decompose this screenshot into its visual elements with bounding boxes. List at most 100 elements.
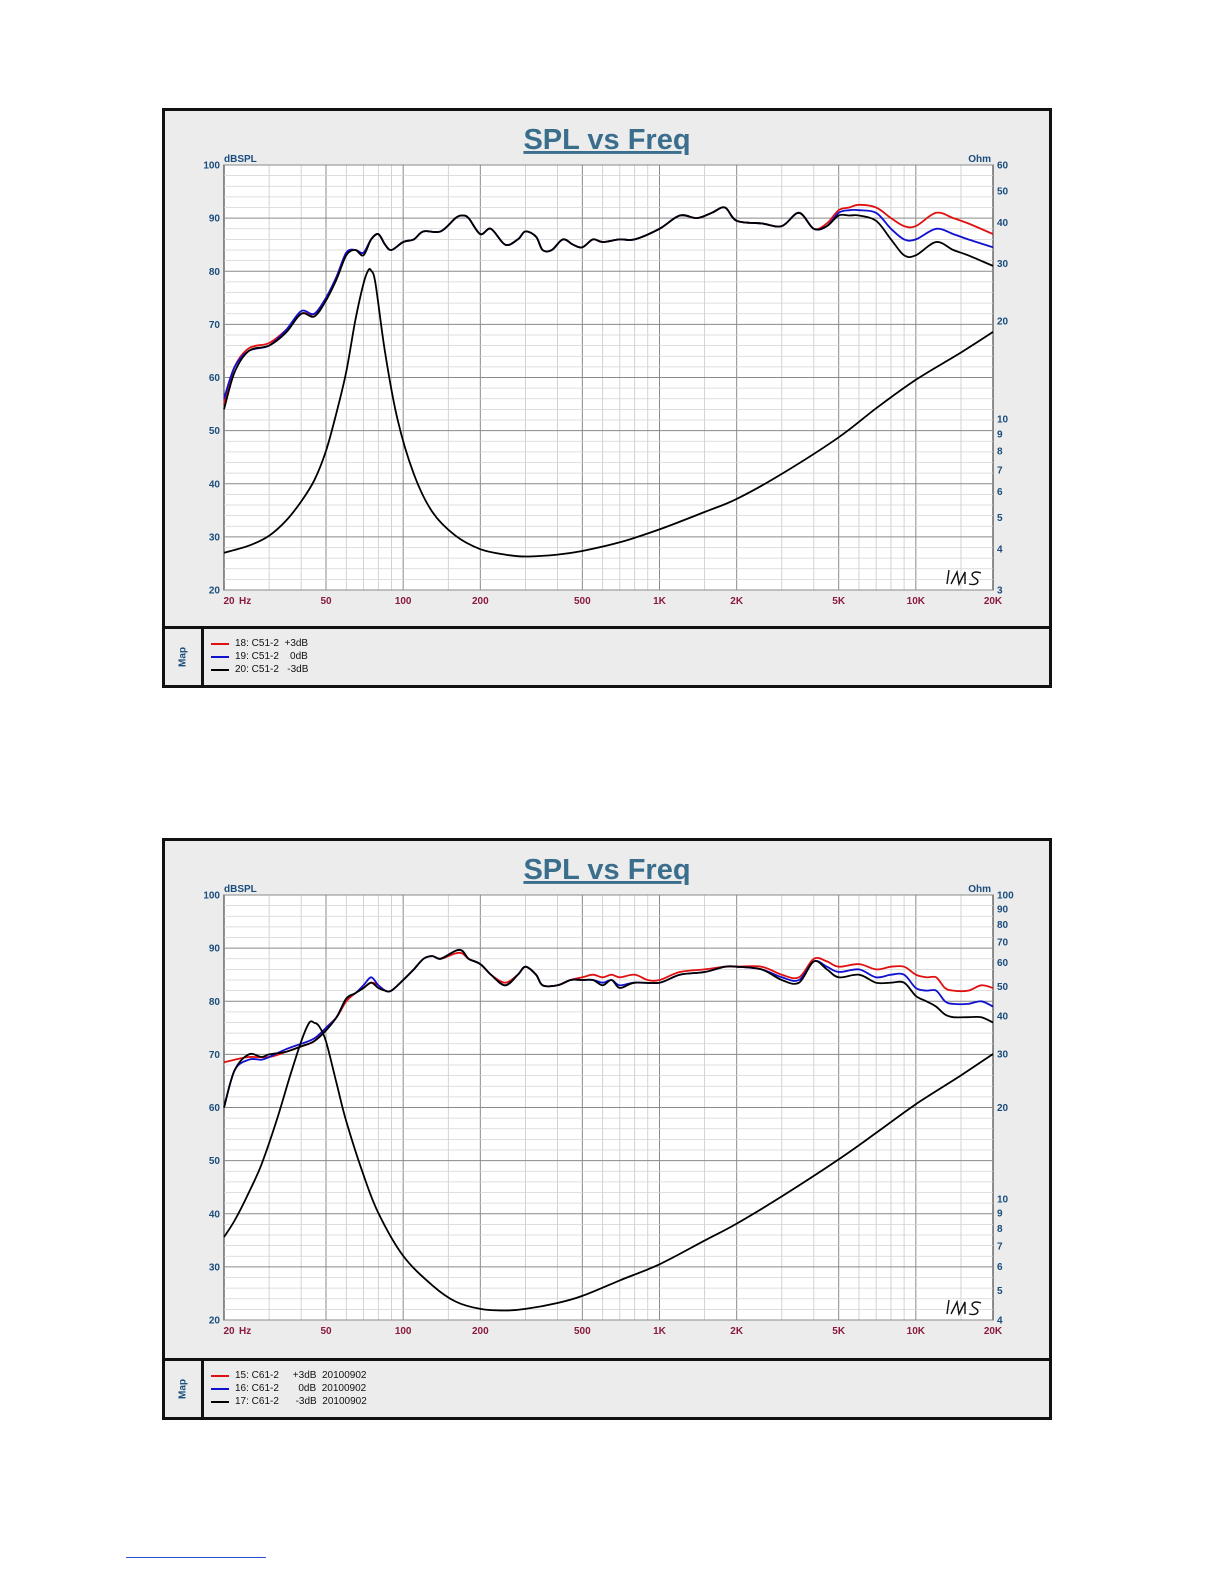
x-tick-label: 1K: [653, 596, 667, 607]
x-tick-label: 100: [395, 596, 412, 607]
y-right-tick-label: 7: [997, 1242, 1003, 1253]
lms-signature-stroke: [946, 1299, 982, 1317]
y-left-tick-label: 70: [209, 1050, 221, 1061]
y-right-tick-label: 10: [997, 415, 1009, 426]
spl-series-line-black: [223, 948, 994, 1108]
legend-entry-label: 15: C61-2 +3dB 20100902: [235, 1370, 367, 1381]
y-left-tick-label: 40: [209, 479, 221, 490]
legend-swatch-blue: [211, 1387, 229, 1390]
y-left-tick-label: 80: [209, 267, 221, 278]
legend-map-tab-1[interactable]: Map: [165, 629, 204, 685]
legend-map-tab-2[interactable]: Map: [165, 1361, 204, 1417]
y-right-tick-label: 70: [997, 938, 1009, 949]
x-tick-label: 10K: [907, 1326, 926, 1337]
y-left-tick-label: 30: [209, 532, 221, 543]
y-right-tick-label: 5: [997, 1286, 1003, 1297]
impedance-series-line: [223, 1020, 994, 1312]
y-left-tick-label: 80: [209, 997, 221, 1008]
y-right-tick-label: 20: [997, 1103, 1009, 1114]
y-right-tick-label: 7: [997, 465, 1003, 476]
legend-entry[interactable]: 16: C61-2 0dB 20100902: [211, 1382, 367, 1395]
y-left-tick-label: 50: [209, 426, 221, 437]
spl-series-line-black: [223, 206, 994, 410]
y-right-tick-label: 100: [997, 891, 1014, 902]
x-tick-label: 20: [223, 596, 235, 607]
y-left-tick-label: 100: [203, 161, 220, 172]
chart-panel-1: SPL vs Freq dBSPL Ohm 20 30 40 50 60 70 80 90 100 3 4…: [162, 108, 1052, 688]
y-right-tick-label: 4: [997, 1316, 1003, 1327]
x-tick-label: 1K: [653, 1326, 667, 1337]
spl-chart-2: SPL vs Freq dBSPL Ohm 20 30 40 50 60 70 80 90 100 4 5…: [203, 854, 1014, 1337]
y-right-tick-label: 20: [997, 316, 1009, 327]
x-tick-label: 5K: [832, 1326, 846, 1337]
y-left-tick-label: 30: [209, 1262, 221, 1273]
y-right-tick-label: 8: [997, 446, 1003, 457]
y-left-tick-label: 70: [209, 320, 221, 331]
x-tick-label: 2K: [730, 1326, 744, 1337]
spl-chart-1: SPL vs Freq dBSPL Ohm 20 30 40 50 60 70 80 90 100 3 4…: [203, 124, 1009, 607]
y-left-tick-label: 50: [209, 1156, 221, 1167]
legend-entry-label: 20: C51-2 -3dB: [235, 664, 309, 675]
legend-swatch-blue: [211, 655, 229, 658]
y-right-tick-label: 50: [997, 186, 1009, 197]
x-tick-label: 100: [395, 1326, 412, 1337]
y-left-tick-label: 60: [209, 1103, 221, 1114]
y-left-tick-label: 20: [209, 586, 221, 597]
legend-swatch-red: [211, 642, 229, 645]
y-right-tick-label: 6: [997, 487, 1003, 498]
y-right-tick-label: 8: [997, 1224, 1003, 1235]
legend-list-2: 15: C61-2 +3dB 20100902 16: C61-2 0dB 20…: [211, 1369, 367, 1408]
y-right-tick-label: 90: [997, 904, 1009, 915]
y-left-tick-label: 100: [203, 891, 220, 902]
y-right-axis-label: Ohm: [968, 154, 991, 165]
x-unit-label: Hz: [239, 1326, 251, 1337]
legend-box-2: Map 15: C61-2 +3dB 20100902 16: C61-2 0d…: [165, 1358, 1049, 1417]
x-tick-label: 200: [472, 596, 489, 607]
legend-entry-label: 19: C51-2 0dB: [235, 651, 308, 662]
footer-link-underline[interactable]: [126, 1557, 266, 1558]
y-left-axis-label: dBSPL: [224, 154, 257, 165]
x-tick-label: 20K: [984, 1326, 1003, 1337]
y-right-tick-label: 40: [997, 218, 1009, 229]
x-tick-label: 20: [223, 1326, 235, 1337]
y-left-tick-label: 90: [209, 214, 221, 225]
y-right-tick-label: 9: [997, 1208, 1003, 1219]
legend-swatch-black: [211, 668, 229, 671]
legend-map-label-1: Map: [177, 647, 189, 667]
legend-entry[interactable]: 17: C61-2 -3dB 20100902: [211, 1395, 367, 1408]
impedance-series-line: [223, 268, 994, 558]
x-tick-label: 5K: [832, 596, 846, 607]
x-tick-label: 500: [574, 1326, 591, 1337]
x-tick-label: 50: [320, 596, 332, 607]
y-right-tick-label: 5: [997, 513, 1003, 524]
legend-entry[interactable]: 18: C51-2 +3dB: [211, 637, 308, 650]
legend-swatch-black: [211, 1400, 229, 1403]
y-right-tick-label: 10: [997, 1195, 1009, 1206]
y-right-tick-label: 80: [997, 920, 1009, 931]
y-right-tick-label: 3: [997, 586, 1003, 597]
x-tick-label: 50: [320, 1326, 332, 1337]
x-tick-label: 20K: [984, 596, 1003, 607]
legend-map-label-2: Map: [177, 1379, 189, 1399]
legend-list-1: 18: C51-2 +3dB 19: C51-2 0dB 20: C51-2 -…: [211, 637, 308, 676]
y-right-axis-label: Ohm: [968, 884, 991, 895]
x-tick-label: 10K: [907, 596, 926, 607]
y-left-tick-label: 40: [209, 1209, 221, 1220]
x-tick-label: 2K: [730, 596, 744, 607]
x-tick-label: 200: [472, 1326, 489, 1337]
y-right-tick-label: 30: [997, 1049, 1009, 1060]
legend-entry-label: 18: C51-2 +3dB: [235, 638, 309, 649]
legend-entry[interactable]: 19: C51-2 0dB: [211, 650, 308, 663]
y-right-tick-label: 60: [997, 161, 1009, 172]
y-right-tick-label: 40: [997, 1011, 1009, 1022]
chart-title: SPL vs Freq: [523, 124, 690, 156]
lms-signature-stroke: [946, 569, 982, 587]
y-left-axis-label: dBSPL: [224, 884, 257, 895]
y-right-tick-label: 9: [997, 430, 1003, 441]
y-right-tick-label: 6: [997, 1262, 1003, 1273]
legend-swatch-red: [211, 1374, 229, 1377]
legend-entry[interactable]: 20: C51-2 -3dB: [211, 663, 308, 676]
legend-entry[interactable]: 15: C61-2 +3dB 20100902: [211, 1369, 367, 1382]
y-left-tick-label: 20: [209, 1316, 221, 1327]
legend-entry-label: 16: C61-2 0dB 20100902: [235, 1383, 367, 1394]
